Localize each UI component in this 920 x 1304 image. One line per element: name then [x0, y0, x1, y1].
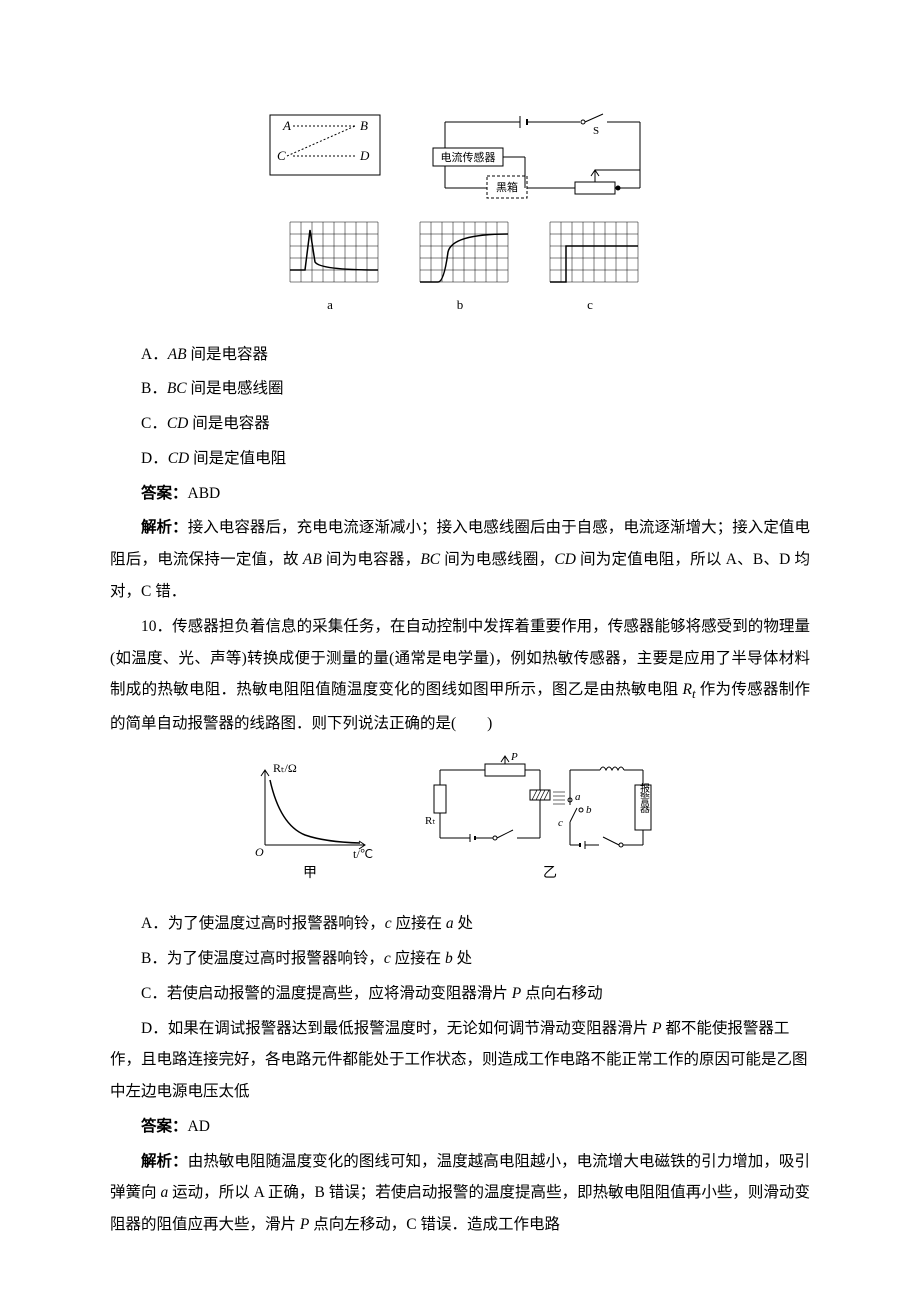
- q9-plot-b: [410, 212, 510, 292]
- q9-plot-c: [540, 212, 640, 292]
- q9-figure-bottom-row: a b c: [110, 212, 810, 319]
- q9-figure-top-row: A B C D S 电流传感器: [110, 110, 810, 200]
- q10-number: 10．: [141, 618, 172, 635]
- q10-graph-wrap: Rₜ/Ω t/℃ O 甲: [245, 760, 375, 889]
- label-A: A: [282, 118, 291, 133]
- q10-option-D: D．如果在调试报警器达到最低报警温度时，无论如何调节滑动变阻器滑片 P 都不能使…: [110, 1013, 810, 1108]
- label-switch-S: S: [593, 125, 599, 137]
- q9-circuit-diagram: S 电流传感器 黑箱: [425, 110, 655, 200]
- label-black-box: 黑箱: [496, 180, 518, 194]
- q10-label-alarm: 报警器: [638, 781, 650, 813]
- q10-graph-xlabel: t/℃: [353, 847, 373, 860]
- q10-analysis: 解析：由热敏电阻随温度变化的图线可知，温度越高电阻越小，电流增大电磁铁的引力增加…: [110, 1146, 810, 1241]
- q10-figure-row: Rₜ/Ω t/℃ O 甲 P: [110, 750, 810, 889]
- q9-answer-line: 答案：ABD: [110, 478, 810, 510]
- q10-figure-block: Rₜ/Ω t/℃ O 甲 P: [110, 750, 810, 889]
- label-C: C: [277, 148, 286, 163]
- q10-stem: 10．传感器担负着信息的采集任务，在自动控制中发挥着重要作用，传感器能够将感受到…: [110, 611, 810, 740]
- q10-label-Rt: Rₜ: [425, 815, 436, 827]
- q10-label-b: b: [586, 804, 592, 816]
- q9-option-D: D．CD 间是定值电阻: [110, 443, 810, 475]
- q9-answer-value: ABD: [188, 485, 221, 502]
- q9-abcd-box: A B C D: [265, 110, 385, 180]
- q10-circuit: P Rₜ: [425, 750, 675, 860]
- label-current-sensor: 电流传感器: [441, 150, 496, 164]
- label-B: B: [360, 118, 368, 133]
- q9-plot-a-wrap: a: [280, 212, 380, 319]
- q10-label-P: P: [510, 751, 518, 763]
- q9-plot-c-wrap: c: [540, 212, 640, 319]
- q9-analysis-label: 解析：: [141, 519, 188, 536]
- q9-plot-b-wrap: b: [410, 212, 510, 319]
- q10-answer-line: 答案：AD: [110, 1111, 810, 1143]
- q10-circuit-label: 乙: [425, 860, 675, 889]
- q10-option-C: C．若使启动报警的温度提高些，应将滑动变阻器滑片 P 点向右移动: [110, 978, 810, 1010]
- q9-plot-c-label: c: [540, 292, 640, 319]
- q9-plot-b-label: b: [410, 292, 510, 319]
- q10-answer-label: 答案：: [141, 1118, 188, 1135]
- q10-option-A: A．为了使温度过高时报警器响铃，c 应接在 a 处: [110, 908, 810, 940]
- q9-plot-a: [280, 212, 380, 292]
- q9-figure-block: A B C D S 电流传感器: [110, 110, 810, 319]
- q10-option-B: B．为了使温度过高时报警器响铃，c 应接在 b 处: [110, 943, 810, 975]
- q10-graph-ylabel: Rₜ/Ω: [273, 761, 297, 775]
- q9-plot-a-label: a: [280, 292, 380, 319]
- q9-analysis: 解析：接入电容器后，充电电流逐渐减小；接入电感线圈后由于自感，电流逐渐增大；接入…: [110, 512, 810, 607]
- q10-circuit-wrap: P Rₜ: [425, 750, 675, 889]
- q9-answer-label: 答案：: [141, 485, 188, 502]
- q10-graph-origin: O: [255, 845, 264, 859]
- q10-analysis-label: 解析：: [141, 1153, 188, 1170]
- q10-label-a: a: [575, 791, 581, 803]
- q9-option-C: C．CD 间是电容器: [110, 408, 810, 440]
- q10-label-c: c: [558, 817, 563, 829]
- q9-option-A: A．AB 间是电容器: [110, 339, 810, 371]
- q10-graph: Rₜ/Ω t/℃ O: [245, 760, 375, 860]
- q10-answer-value: AD: [188, 1118, 210, 1135]
- label-D: D: [359, 148, 370, 163]
- q9-option-B: B．BC 间是电感线圈: [110, 373, 810, 405]
- q10-graph-label: 甲: [245, 860, 375, 889]
